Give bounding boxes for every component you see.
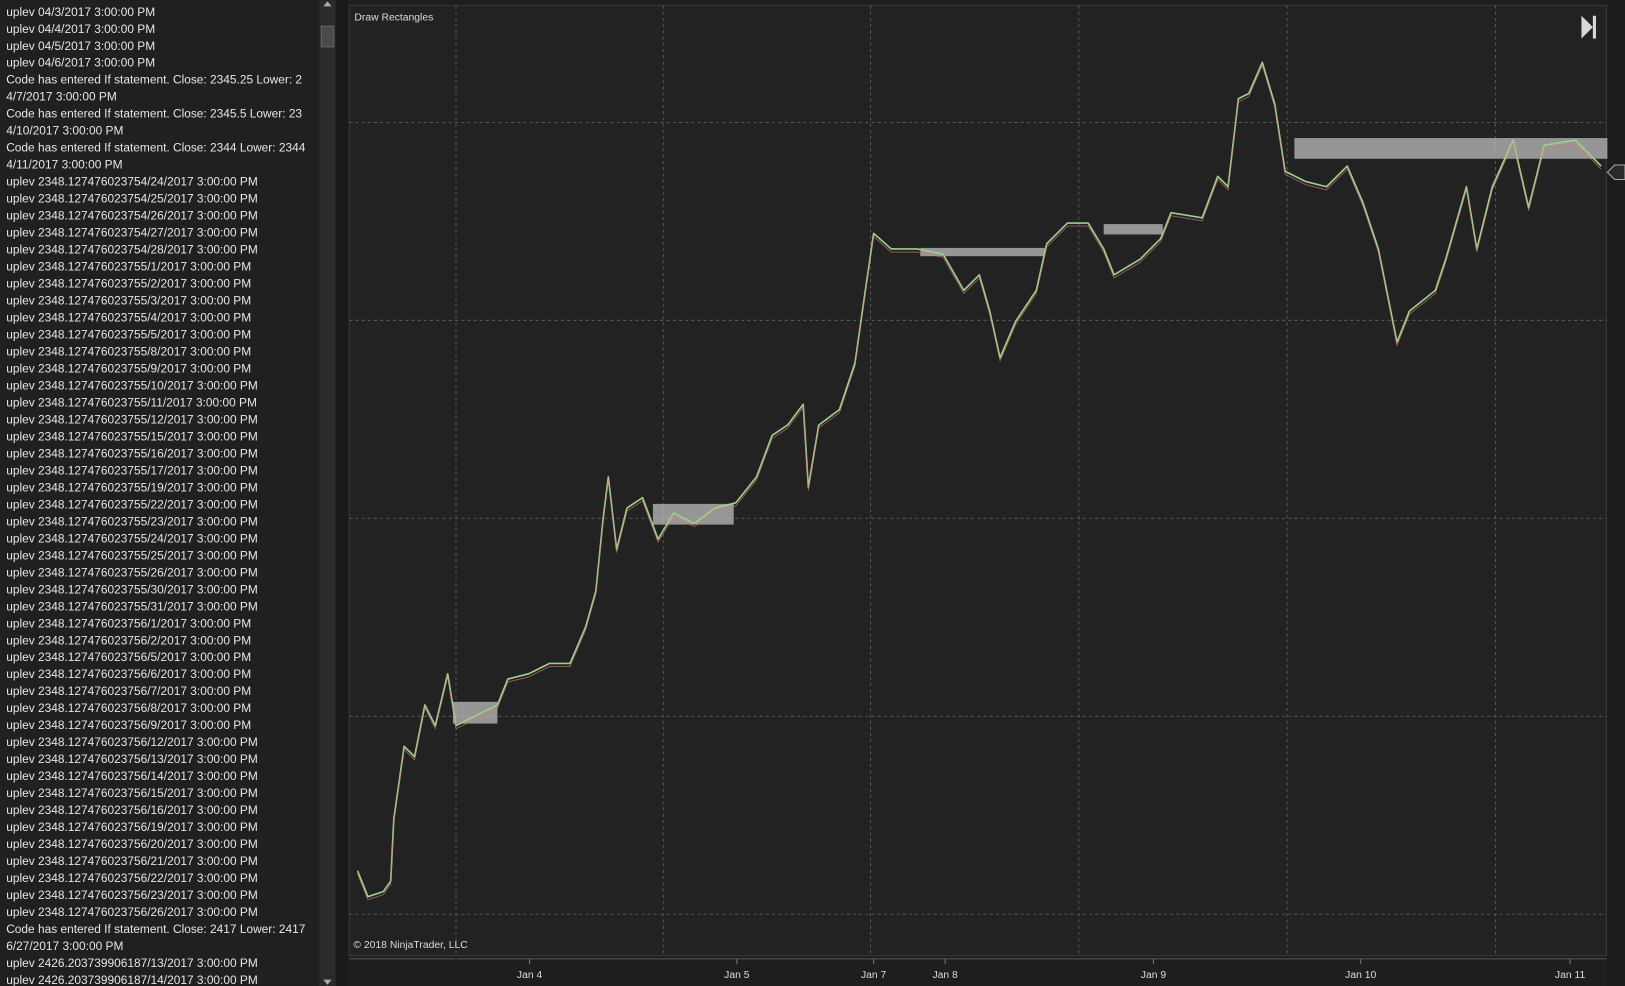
output-line: uplev 2348.127476023756/2/2017 3:00:00 P… — [6, 633, 251, 647]
output-line: uplev 04/3/2017 3:00:00 PM — [6, 5, 155, 19]
output-line: uplev 2348.127476023754/26/2017 3:00:00 … — [6, 209, 258, 223]
output-line: uplev 2348.127476023755/24/2017 3:00:00 … — [6, 531, 258, 545]
output-line: uplev 2348.127476023755/3/2017 3:00:00 P… — [6, 294, 251, 308]
output-line: 4/10/2017 3:00:00 PM — [6, 124, 123, 138]
x-tick-label: Jan 11 — [1555, 970, 1586, 981]
output-line: uplev 2348.127476023756/14/2017 3:00:00 … — [6, 769, 258, 783]
output-line: uplev 2348.127476023755/23/2017 3:00:00 … — [6, 514, 258, 528]
price-axis — [1606, 0, 1625, 986]
output-line: uplev 2348.127476023755/22/2017 3:00:00 … — [6, 497, 258, 511]
output-line: uplev 04/4/2017 3:00:00 PM — [6, 22, 155, 36]
output-line: uplev 2348.127476023755/2/2017 3:00:00 P… — [6, 277, 251, 291]
x-tick-label: Jan 7 — [861, 970, 887, 981]
output-line: uplev 2348.127476023756/9/2017 3:00:00 P… — [6, 718, 251, 732]
copyright: © 2018 NinjaTrader, LLC — [353, 940, 468, 951]
price-trace-down — [357, 64, 1602, 901]
output-line: uplev 2348.127476023755/25/2017 3:00:00 … — [6, 548, 258, 562]
output-line: uplev 2348.127476023755/4/2017 3:00:00 P… — [6, 311, 251, 325]
output-line: uplev 2348.127476023756/23/2017 3:00:00 … — [6, 888, 258, 902]
output-line: uplev 2348.127476023755/30/2017 3:00:00 … — [6, 582, 258, 596]
output-line: uplev 2348.127476023754/25/2017 3:00:00 … — [6, 192, 258, 206]
output-line: uplev 2348.127476023755/12/2017 3:00:00 … — [6, 412, 258, 426]
output-line: uplev 2348.127476023756/7/2017 3:00:00 P… — [6, 684, 251, 698]
output-line: uplev 2348.127476023754/24/2017 3:00:00 … — [6, 175, 258, 189]
output-line: uplev 2348.127476023755/1/2017 3:00:00 P… — [6, 260, 251, 274]
splitter — [335, 0, 349, 986]
output-background — [0, 0, 320, 986]
drawn-rectangle — [920, 247, 1045, 257]
output-line: uplev 2348.127476023756/16/2017 3:00:00 … — [6, 803, 258, 817]
output-line: Code has entered If statement. Close: 23… — [6, 141, 306, 155]
x-tick-label: Jan 8 — [932, 970, 958, 981]
chart-title: Draw Rectangles — [354, 13, 433, 24]
output-line: 4/7/2017 3:00:00 PM — [6, 90, 117, 104]
output-line: uplev 2348.127476023756/6/2017 3:00:00 P… — [6, 667, 251, 681]
output-line: uplev 2348.127476023754/28/2017 3:00:00 … — [6, 243, 258, 257]
grid — [349, 5, 1607, 956]
skip-bar[interactable] — [1592, 15, 1596, 39]
output-line: uplev 04/6/2017 3:00:00 PM — [6, 56, 155, 70]
output-line: uplev 2348.127476023756/12/2017 3:00:00 … — [6, 735, 258, 749]
x-tick-label: Jan 10 — [1345, 970, 1376, 981]
output-line: uplev 2348.127476023755/17/2017 3:00:00 … — [6, 463, 258, 477]
output-line: 6/27/2017 3:00:00 PM — [6, 939, 123, 953]
x-tick-label: Jan 4 — [517, 970, 543, 981]
output-line: uplev 2426.203739906187/13/2017 3:00:00 … — [6, 956, 258, 970]
output-line: uplev 2348.127476023755/11/2017 3:00:00 … — [6, 395, 257, 409]
output-line: uplev 2348.127476023756/5/2017 3:00:00 P… — [6, 650, 251, 664]
output-line: uplev 2348.127476023755/10/2017 3:00:00 … — [6, 378, 258, 392]
output-line: uplev 2348.127476023755/9/2017 3:00:00 P… — [6, 361, 251, 375]
price-trace — [356, 61, 1602, 898]
scrollbar-thumb[interactable] — [320, 25, 335, 48]
chart-area — [348, 4, 1607, 957]
output-line: uplev 2348.127476023756/21/2017 3:00:00 … — [6, 854, 258, 868]
output-line: uplev 2348.127476023754/27/2017 3:00:00 … — [6, 226, 258, 240]
output-line: uplev 2348.127476023755/15/2017 3:00:00 … — [6, 429, 258, 443]
output-line: 4/11/2017 3:00:00 PM — [6, 158, 122, 172]
scrollbar-track[interactable] — [319, 0, 336, 986]
output-line: uplev 2348.127476023755/5/2017 3:00:00 P… — [6, 328, 251, 342]
output-lines: uplev 04/3/2017 3:00:00 PM uplev 04/4/201… — [6, 5, 306, 986]
x-tick-label: Jan 5 — [724, 970, 750, 981]
output-line: uplev 2348.127476023755/26/2017 3:00:00 … — [6, 565, 258, 579]
output-line: uplev 2348.127476023756/22/2017 3:00:00 … — [6, 871, 258, 885]
output-line: Code has entered If statement. Close: 24… — [6, 922, 306, 936]
drawn-rectangle — [1103, 224, 1163, 235]
output-line: Code has entered If statement. Close: 23… — [6, 107, 302, 121]
x-axis: Jan 4 Jan 5 Jan 7 Jan 8 Jan 9 Jan 10 Jan 11 — [517, 958, 1586, 981]
output-line: uplev 2348.127476023756/26/2017 3:00:00 … — [6, 905, 258, 919]
chart: Draw Rectangles © 2018 NinjaTrader, LLC … — [348, 4, 1610, 981]
scrollbar[interactable] — [319, 0, 336, 986]
x-tick-label: Jan 9 — [1141, 970, 1167, 981]
scroll-down[interactable] — [323, 979, 332, 985]
output-line: uplev 2426.203739906187/14/2017 3:00:00 … — [6, 973, 258, 986]
output-line: uplev 2348.127476023756/13/2017 3:00:00 … — [6, 752, 258, 766]
output-line: uplev 2348.127476023756/20/2017 3:00:00 … — [6, 837, 258, 851]
output-line: uplev 2348.127476023755/19/2017 3:00:00 … — [6, 480, 258, 494]
rectangles — [452, 138, 1610, 724]
output-panel: uplev 04/3/2017 3:00:00 PM uplev 04/4/201… — [0, 0, 320, 986]
output-line: uplev 2348.127476023756/1/2017 3:00:00 P… — [6, 616, 251, 630]
drawn-rectangle — [452, 701, 498, 724]
price-marker — [1606, 164, 1625, 181]
scroll-up[interactable] — [323, 1, 332, 7]
skip-to-end[interactable] — [1581, 15, 1596, 39]
output-line: uplev 2348.127476023756/19/2017 3:00:00 … — [6, 820, 258, 834]
output-line: uplev 2348.127476023756/8/2017 3:00:00 P… — [6, 701, 251, 715]
output-line: uplev 2348.127476023756/15/2017 3:00:00 … — [6, 786, 258, 800]
output-line: Code has entered If statement. Close: 23… — [6, 73, 302, 87]
output-line: uplev 04/5/2017 3:00:00 PM — [6, 39, 155, 53]
skip-arrow[interactable] — [1581, 15, 1593, 39]
drawn-rectangle — [1294, 138, 1610, 159]
output-line: uplev 2348.127476023755/8/2017 3:00:00 P… — [6, 345, 251, 359]
output-line: uplev 2348.127476023755/16/2017 3:00:00 … — [6, 446, 258, 460]
price-axis-background — [1607, 0, 1625, 986]
output-line: uplev 2348.127476023755/31/2017 3:00:00 … — [6, 599, 258, 613]
